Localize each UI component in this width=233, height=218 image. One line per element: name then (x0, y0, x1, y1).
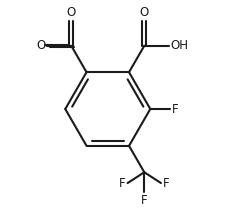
Text: O: O (140, 5, 149, 19)
Text: OH: OH (171, 39, 189, 52)
Text: O: O (36, 39, 45, 52)
Text: F: F (141, 194, 148, 207)
Text: F: F (171, 102, 178, 116)
Text: F: F (163, 177, 170, 189)
Text: F: F (119, 177, 125, 189)
Text: O: O (67, 5, 76, 19)
